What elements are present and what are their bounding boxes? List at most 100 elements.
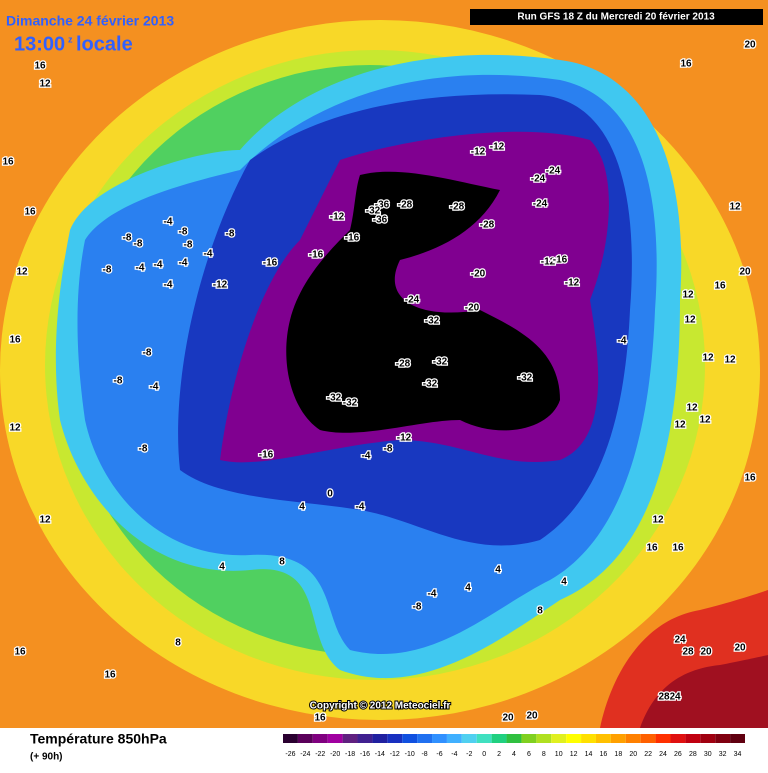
date: Dimanche 24 février 2013	[6, 13, 174, 29]
contour-label: -4	[618, 336, 627, 347]
contour-label: 20	[744, 40, 756, 51]
contour-label: -36	[373, 215, 388, 226]
contour-label: -20	[471, 269, 486, 280]
contour-label: 16	[34, 61, 46, 72]
contour-label: 16	[14, 647, 26, 658]
contour-label: 12	[682, 290, 694, 301]
colorbar-swatch	[625, 734, 641, 743]
contour-label: 8	[175, 638, 181, 649]
contour-label: 8	[537, 606, 543, 617]
run-box	[470, 9, 763, 25]
contour-label: 12	[699, 415, 711, 426]
contour-label: -32	[433, 357, 448, 368]
contour-label: 4	[219, 562, 225, 573]
contour-label: -8	[123, 233, 132, 244]
contour-label: -8	[413, 602, 422, 613]
contour-label: -28	[480, 220, 495, 231]
temperature-field	[0, 0, 768, 728]
contour-label: 16	[672, 543, 684, 554]
contour-label: -12	[490, 142, 505, 153]
contour-label: -8	[103, 265, 112, 276]
contour-label: -8	[384, 444, 393, 455]
colorbar-tick-label: -20	[330, 751, 340, 758]
colorbar-tick-label: -22	[315, 751, 325, 758]
colorbar-swatch	[700, 734, 716, 743]
contour-label: -8	[139, 444, 148, 455]
contour-label: -16	[259, 450, 274, 461]
time-note: locale	[76, 33, 133, 55]
contour-label: 24	[674, 635, 686, 646]
contour-label: -28	[398, 200, 413, 211]
contour-label: 12	[16, 267, 28, 278]
contour-label: -4	[179, 258, 188, 269]
colorbar-tick-label: 14	[585, 751, 593, 758]
contour-label: -28	[396, 359, 411, 370]
colorbar-tick-label: -6	[436, 751, 442, 758]
colorbar-swatch	[610, 734, 626, 743]
contour-label: 16	[646, 543, 658, 554]
colorbar-tick-label: 10	[555, 751, 563, 758]
colorbar-swatch	[536, 734, 552, 743]
contour-label: -20	[465, 303, 480, 314]
contour-label: 12	[684, 315, 696, 326]
colorbar-tick-label: -16	[360, 751, 370, 758]
colorbar-swatch	[417, 734, 433, 743]
contour-label: 4	[465, 583, 471, 594]
colorbar-swatch	[521, 734, 537, 743]
colorbar-tick-label: -8	[421, 751, 427, 758]
contour-label: 12	[724, 355, 736, 366]
contour-label: -12	[397, 433, 412, 444]
colorbar-swatch	[357, 734, 373, 743]
colorbar-swatch	[551, 734, 567, 743]
contour-label: -4	[154, 260, 163, 271]
colorbar-tick-label: 0	[482, 751, 486, 758]
contour-label: -16	[309, 250, 324, 261]
contour-label: 0	[327, 489, 333, 500]
contour-label: -4	[150, 382, 159, 393]
contour-label: 16	[2, 157, 14, 168]
colorbar-swatch	[402, 734, 418, 743]
contour-label: 12	[702, 353, 714, 364]
contour-label: 4	[495, 565, 501, 576]
contour-label: -8	[134, 239, 143, 250]
contour-label: -16	[345, 233, 360, 244]
time-suffix: z	[68, 34, 73, 44]
contour-label: -12	[213, 280, 228, 291]
contour-label: -24	[546, 166, 561, 177]
contour-label: -16	[263, 258, 278, 269]
contour-label: 16	[744, 473, 756, 484]
contour-label: 28	[682, 647, 694, 658]
colorbar-tick-label: -2	[466, 751, 472, 758]
run-info: Run GFS 18 Z du Mercredi 20 février 2013	[517, 12, 715, 23]
contour-label: -12	[471, 147, 486, 158]
colorbar-tick-label: -10	[405, 751, 415, 758]
contour-label: 16	[680, 59, 692, 70]
colorbar-swatch	[312, 734, 328, 743]
contour-label: -28	[450, 202, 465, 213]
contour-label: -12	[565, 278, 580, 289]
contour-label: -4	[204, 249, 213, 260]
colorbar-tick-label: 12	[570, 751, 578, 758]
contour-label: 20	[734, 643, 746, 654]
contour-label: -8	[114, 376, 123, 387]
colorbar-swatch	[297, 734, 313, 743]
colorbar-swatch	[595, 734, 611, 743]
contour-label: -32	[423, 379, 438, 390]
colorbar-tick-label: 16	[600, 751, 608, 758]
colorbar-tick-label: 6	[527, 751, 531, 758]
colorbar-tick-label: 2	[497, 751, 501, 758]
contour-label: 12	[674, 420, 686, 431]
contour-label: 20	[526, 711, 538, 722]
colorbar-swatch	[730, 734, 745, 743]
contour-label: -32	[425, 316, 440, 327]
contour-label: 12	[39, 79, 51, 90]
colorbar-tick-label: -14	[375, 751, 385, 758]
colorbar-swatch	[283, 734, 298, 743]
colorbar-tick-label: -12	[390, 751, 400, 758]
contour-label: -24	[531, 174, 546, 185]
footer-title: Température 850hPa	[30, 731, 167, 747]
colorbar-tick-label: 8	[542, 751, 546, 758]
contour-label: -12	[541, 257, 556, 268]
colorbar-tick-label: -4	[451, 751, 457, 758]
